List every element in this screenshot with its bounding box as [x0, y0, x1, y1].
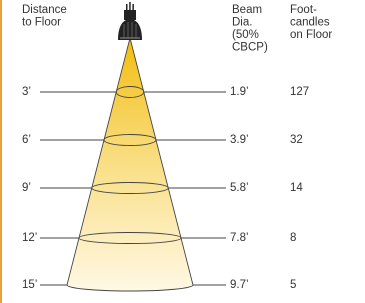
footcandles: 8 — [290, 232, 296, 244]
distance: 15’ — [22, 279, 37, 291]
footcandles: 32 — [290, 134, 303, 146]
beam-diameter: 5.8’ — [230, 182, 249, 194]
footcandles: 5 — [290, 279, 296, 291]
header-line: Beam — [232, 4, 262, 16]
beam-diagram: Distanceto Floor BeamDia.(50%CBCP) Foot-ca… — [0, 0, 365, 303]
header-line: on Floor — [290, 29, 332, 41]
lamp-icon — [118, 2, 142, 40]
beam-diameter: 9.7’ — [230, 279, 249, 291]
distance: 9’ — [22, 182, 31, 194]
distance: 12’ — [22, 232, 37, 244]
distance: 6’ — [22, 134, 31, 146]
header-line: candles — [290, 17, 330, 29]
beam-diameter: 1.9’ — [230, 86, 249, 98]
beam-diameter: 7.8’ — [230, 232, 249, 244]
header-line: Foot- — [290, 4, 317, 16]
header-line: to Floor — [22, 17, 61, 29]
header-line: Dia. — [232, 17, 252, 29]
header-line: Distance — [22, 4, 67, 16]
distance: 3’ — [22, 86, 31, 98]
light-cone — [67, 38, 193, 291]
footcandles: 127 — [290, 86, 309, 98]
header-line: CBCP) — [232, 42, 268, 54]
header-line: (50% — [232, 29, 259, 41]
left-border — [0, 0, 2, 303]
footcandles: 14 — [290, 182, 303, 194]
beam-diameter: 3.9’ — [230, 134, 249, 146]
